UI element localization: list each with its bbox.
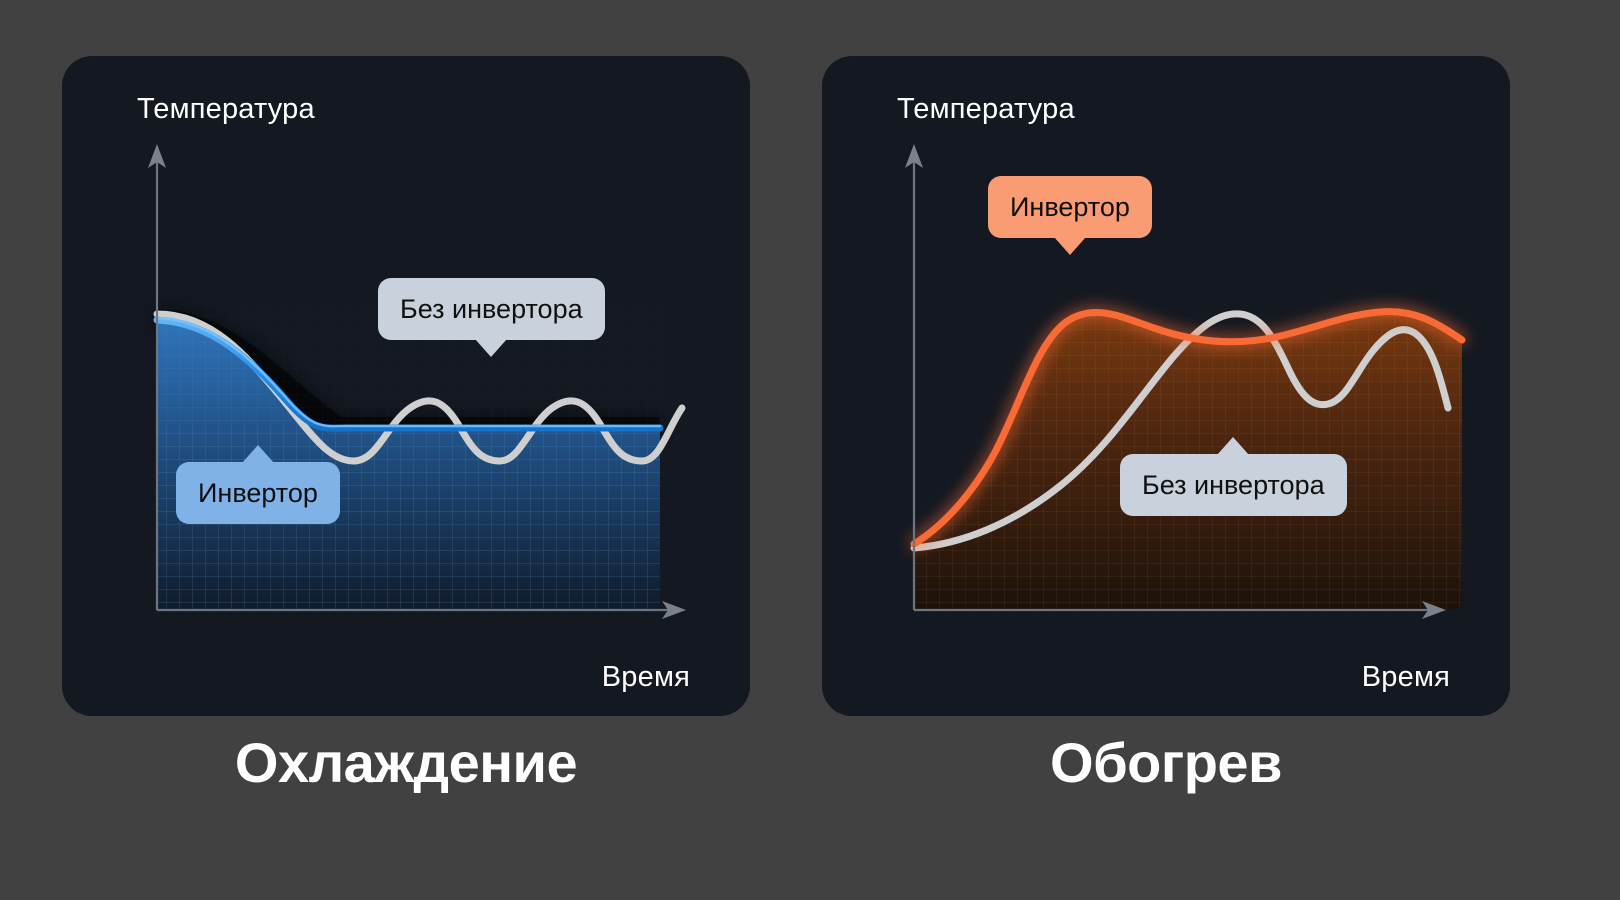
series-inverter-line [153,316,664,432]
badge-no-inverter[interactable]: Без инвертора [378,278,605,357]
caption-heating: Обогрев [1050,731,1282,794]
panel-heating: Температура Время Инвертор Без инвертора [822,56,1510,716]
series-no-inverter-line [910,310,1452,552]
y-axis-arrow-icon [148,144,166,168]
badge-tail-up-icon [241,445,274,463]
series-inverter-highlight [155,316,662,428]
chart-cooling [148,144,686,619]
caption-cooling: Охлаждение [234,731,578,794]
badge-no-inverter-label: Без инвертора [1142,469,1325,500]
series-no-inverter-line [153,310,686,465]
y-axis-label: Температура [897,93,1075,125]
badge-tail-up-icon [1217,437,1250,455]
panel-cooling: Температура Время Без инвертора Инвертор [62,56,750,716]
badge-inverter-label: Инвертор [1010,191,1130,222]
y-axis-label: Температура [137,93,315,125]
badge-inverter[interactable]: Инвертор [176,445,340,524]
x-axis-label: Время [1361,661,1450,693]
badge-no-inverter[interactable]: Без инвертора [1120,437,1347,516]
x-axis-arrow-icon [1422,601,1446,619]
series-inverter-line [910,308,1466,548]
badge-inverter-label: Инвертор [198,477,318,508]
badge-no-inverter-label: Без инвертора [400,293,583,324]
y-axis-arrow-icon [905,144,923,168]
chart-heating [905,144,1466,619]
x-axis-label: Время [601,661,690,693]
badge-tail-down-icon [1053,237,1086,255]
x-axis-arrow-icon [662,601,686,619]
badge-inverter[interactable]: Инвертор [988,176,1152,255]
badge-tail-down-icon [475,339,508,357]
